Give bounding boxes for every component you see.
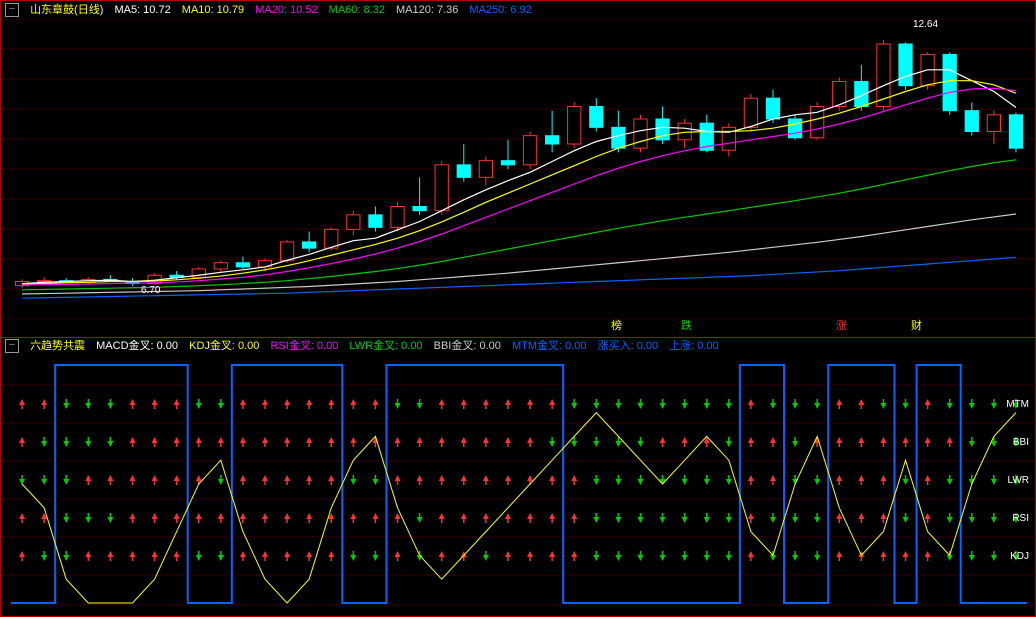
svg-text:LWR: LWR (1008, 475, 1029, 486)
ma10-label: MA10: 10.79 (182, 4, 244, 16)
kline-panel: – 山东章鼓(日线) MA5: 10.72 MA10: 10.79 MA20: … (1, 1, 1035, 338)
kline-annotation: 榜 (611, 317, 622, 333)
kline-annotation: 跌 (681, 317, 692, 333)
ind-kdj: KDJ金叉: 0.00 (189, 340, 259, 352)
ma20-label: MA20: 10.52 (255, 4, 317, 16)
kline-chart[interactable] (1, 19, 1036, 319)
ind-extra2: 上涨: 0.00 (669, 340, 719, 352)
ind-macd: MACD金叉: 0.00 (96, 340, 178, 352)
ind-lwr: LWR金叉: 0.00 (349, 340, 422, 352)
kline-annotation: 财 (911, 317, 922, 333)
ma5-label: MA5: 10.72 (114, 4, 170, 16)
collapse-icon[interactable]: – (5, 3, 19, 17)
svg-text:RSI: RSI (1012, 513, 1029, 524)
kline-bottom-labels: 榜跌涨财 (1, 317, 1035, 335)
ma120-label: MA120: 7.36 (396, 4, 458, 16)
ind-mtm: MTM金叉: 0.00 (512, 340, 587, 352)
indicator-panel: – 六趋势共震 MACD金叉: 0.00 KDJ金叉: 0.00 RSI金叉: … (1, 337, 1035, 616)
svg-text:BBI: BBI (1013, 437, 1029, 448)
indicator-header: – 六趋势共震 MACD金叉: 0.00 KDJ金叉: 0.00 RSI金叉: … (1, 337, 1035, 355)
svg-text:KDJ: KDJ (1010, 551, 1029, 562)
ind-extra1: 涨买入: 0.00 (598, 340, 659, 352)
ma60-label: MA60: 8.32 (329, 4, 385, 16)
indicator-chart[interactable]: MTM BBI LWR RSI KDJ (1, 355, 1036, 615)
stock-name: 山东章鼓(日线) (30, 4, 103, 16)
ind-bbi: BBI金叉: 0.00 (434, 340, 501, 352)
kline-header: – 山东章鼓(日线) MA5: 10.72 MA10: 10.79 MA20: … (1, 1, 1035, 19)
ind-rsi: RSI金叉: 0.00 (270, 340, 338, 352)
price-label-high: 12.64 (913, 19, 938, 30)
svg-text:MTM: MTM (1006, 399, 1029, 410)
indicator-title: 六趋势共震 (30, 340, 85, 352)
collapse-icon[interactable]: – (5, 339, 19, 353)
kline-annotation: 涨 (836, 317, 847, 333)
price-label-low: 6.70 (141, 285, 160, 296)
ma250-label: MA250: 6.92 (469, 4, 531, 16)
